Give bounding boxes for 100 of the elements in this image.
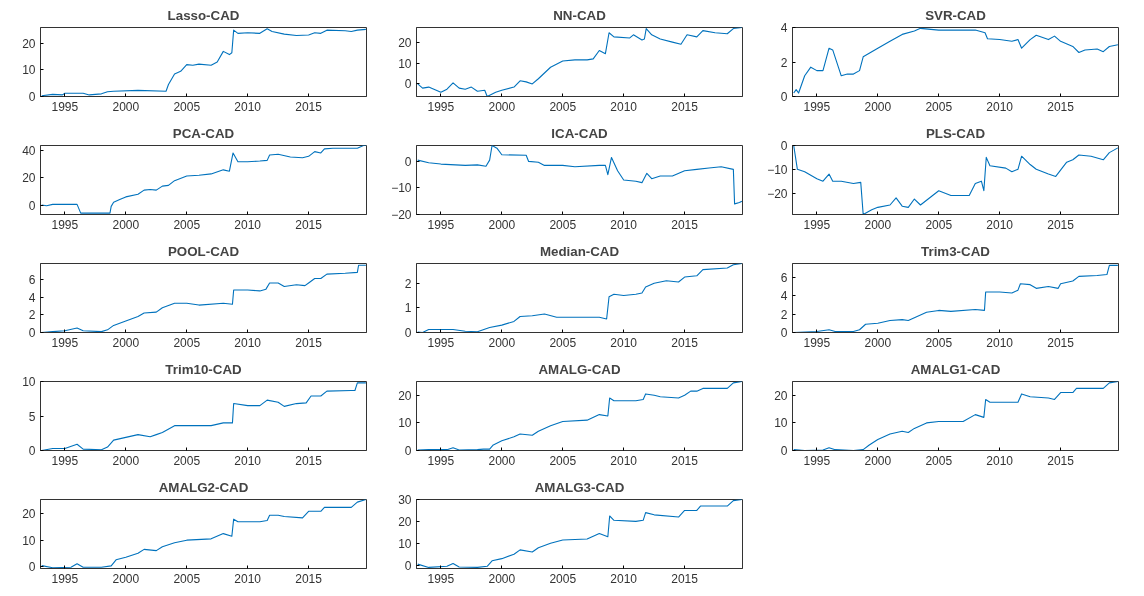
chart-title: NN-CAD bbox=[553, 7, 607, 23]
y-tick-label: 20 bbox=[774, 388, 788, 403]
x-tick-label: 2005 bbox=[549, 335, 577, 350]
x-tick-label: 2010 bbox=[610, 453, 638, 468]
x-tick-label: 2015 bbox=[671, 571, 699, 586]
x-tick-label: 2000 bbox=[112, 453, 140, 468]
x-tick-label: 2015 bbox=[1047, 217, 1075, 232]
x-tick-label: 2000 bbox=[488, 217, 516, 232]
x-tick-label: 2005 bbox=[173, 99, 201, 114]
x-tick-label: 2000 bbox=[488, 571, 516, 586]
y-tick-label: 2 bbox=[28, 308, 36, 323]
x-tick-label: 2000 bbox=[112, 571, 140, 586]
y-tick-label: 0 bbox=[28, 326, 36, 340]
chart-title: Trim3-CAD bbox=[921, 243, 991, 259]
x-tick-label: 2000 bbox=[864, 335, 892, 350]
chart-title: SVR-CAD bbox=[925, 7, 987, 23]
y-tick-label: 0 bbox=[404, 326, 412, 340]
x-tick-label: 1995 bbox=[51, 571, 79, 586]
x-tick-label: 2000 bbox=[112, 217, 140, 232]
x-tick-label: 2000 bbox=[864, 453, 892, 468]
y-tick-label: 1 bbox=[404, 301, 412, 316]
x-tick-label: 2000 bbox=[488, 99, 516, 114]
y-tick-label: 0 bbox=[404, 558, 412, 573]
y-tick-label: 6 bbox=[780, 270, 788, 285]
x-tick-label: 2015 bbox=[295, 217, 323, 232]
x-tick-label: 1995 bbox=[803, 217, 831, 232]
y-tick-label: 5 bbox=[28, 409, 36, 424]
chart-title: PLS-CAD bbox=[925, 125, 986, 141]
chart-title: PCA-CAD bbox=[172, 125, 235, 141]
x-tick-label: 2015 bbox=[295, 571, 323, 586]
x-tick-label: 2010 bbox=[610, 571, 638, 586]
y-tick-label: 0 bbox=[404, 154, 412, 169]
x-tick-label: 1995 bbox=[803, 335, 831, 350]
x-tick-label: 2010 bbox=[986, 99, 1014, 114]
x-tick-label: 2010 bbox=[986, 453, 1014, 468]
y-tick-label: 2 bbox=[780, 307, 788, 322]
y-tick-label: 4 bbox=[780, 289, 788, 304]
x-tick-label: 2015 bbox=[671, 453, 699, 468]
y-tick-label: 2 bbox=[404, 276, 412, 291]
y-tick-label: 2 bbox=[780, 55, 788, 70]
x-tick-label: 2000 bbox=[864, 99, 892, 114]
x-tick-label: 2015 bbox=[671, 217, 699, 232]
x-tick-label: 2005 bbox=[173, 217, 201, 232]
x-tick-label: 2010 bbox=[234, 99, 262, 114]
y-tick-label: 4 bbox=[28, 290, 36, 305]
y-tick-label: 0 bbox=[404, 444, 412, 458]
x-tick-label: 2005 bbox=[925, 217, 953, 232]
y-tick-label: 10 bbox=[22, 533, 36, 548]
x-tick-label: 1995 bbox=[51, 335, 79, 350]
x-tick-label: 1995 bbox=[51, 99, 79, 114]
y-tick-label: −20 bbox=[391, 208, 412, 222]
y-tick-label: 20 bbox=[398, 514, 412, 529]
x-tick-label: 2015 bbox=[1047, 335, 1075, 350]
x-tick-label: 2010 bbox=[234, 335, 262, 350]
y-tick-label: 0 bbox=[780, 139, 788, 153]
x-tick-label: 2005 bbox=[173, 335, 201, 350]
y-tick-label: 20 bbox=[22, 507, 36, 522]
x-tick-label: 2000 bbox=[488, 453, 516, 468]
x-tick-label: 1995 bbox=[427, 453, 455, 468]
x-tick-label: 2015 bbox=[671, 335, 699, 350]
x-tick-label: 2010 bbox=[234, 453, 262, 468]
x-tick-label: 1995 bbox=[427, 217, 455, 232]
x-tick-label: 1995 bbox=[427, 99, 455, 114]
y-tick-label: −20 bbox=[767, 186, 788, 201]
y-tick-label: 10 bbox=[774, 416, 788, 431]
x-tick-label: 2005 bbox=[173, 453, 201, 468]
y-tick-label: 10 bbox=[22, 375, 36, 389]
y-tick-label: 0 bbox=[780, 444, 788, 458]
x-tick-label: 1995 bbox=[803, 453, 831, 468]
y-tick-label: 4 bbox=[780, 21, 788, 35]
x-tick-label: 2005 bbox=[549, 571, 577, 586]
y-tick-label: 40 bbox=[22, 144, 36, 159]
x-tick-label: 1995 bbox=[427, 571, 455, 586]
x-tick-label: 2015 bbox=[295, 453, 323, 468]
chart-title: AMALG3-CAD bbox=[534, 479, 625, 495]
y-tick-label: 10 bbox=[398, 536, 412, 551]
x-tick-label: 2005 bbox=[173, 571, 201, 586]
x-tick-label: 2010 bbox=[610, 217, 638, 232]
x-tick-label: 2000 bbox=[488, 335, 516, 350]
chart-title: Lasso-CAD bbox=[167, 7, 240, 23]
x-tick-label: 2005 bbox=[925, 335, 953, 350]
y-tick-label: 30 bbox=[398, 493, 412, 507]
x-tick-label: 2005 bbox=[925, 453, 953, 468]
x-tick-label: 2005 bbox=[549, 453, 577, 468]
chart-title: Median-CAD bbox=[539, 243, 620, 259]
y-tick-label: 6 bbox=[28, 272, 36, 287]
x-tick-label: 2010 bbox=[610, 99, 638, 114]
chart-title: AMALG1-CAD bbox=[910, 361, 1001, 377]
x-tick-label: 2000 bbox=[864, 217, 892, 232]
x-tick-label: 2015 bbox=[671, 99, 699, 114]
chart-title: Trim10-CAD bbox=[165, 361, 243, 377]
x-tick-label: 2010 bbox=[610, 335, 638, 350]
x-tick-label: 2010 bbox=[234, 571, 262, 586]
x-tick-label: 1995 bbox=[427, 335, 455, 350]
x-tick-label: 1995 bbox=[803, 99, 831, 114]
y-tick-label: 20 bbox=[398, 388, 412, 403]
x-tick-label: 2015 bbox=[295, 335, 323, 350]
y-tick-label: 0 bbox=[780, 326, 788, 340]
x-tick-label: 1995 bbox=[51, 217, 79, 232]
x-tick-label: 2005 bbox=[925, 99, 953, 114]
